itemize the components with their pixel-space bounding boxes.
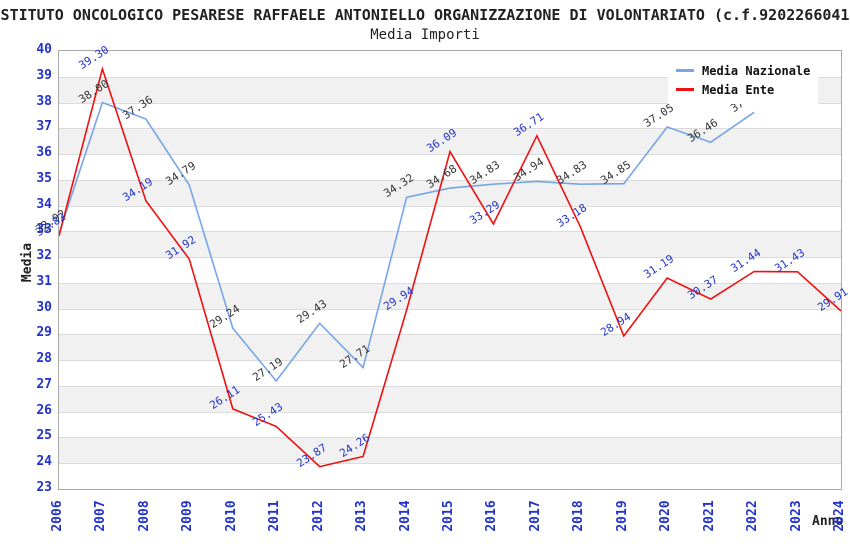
gridline [59,463,841,465]
y-tick-label: 33 [36,222,52,238]
y-tick-label: 31 [36,273,52,289]
y-tick-label: 40 [36,42,52,57]
zebra-band [59,385,841,412]
x-tick-label: 2014 [397,500,413,532]
series-lines [59,66,841,468]
y-tick-label: 25 [36,428,52,444]
x-tick-label: 2013 [354,500,370,532]
x-tick-label: 2017 [527,500,543,532]
zebra-band [59,231,841,258]
y-tick-label: 39 [36,67,52,83]
x-tick-label: 2011 [267,500,283,532]
x-axis-title: Anno [812,514,844,529]
zebra-band [59,282,841,309]
x-tick-label: 2009 [180,500,196,532]
zebra-band [59,128,841,155]
y-tick-label: 29 [36,325,52,341]
series-line-media-nazionale [59,101,755,383]
y-tick-label: 37 [36,119,52,135]
legend: Media Nazionale Media Ente [668,56,818,104]
y-tick-label: 36 [36,145,52,161]
x-tick-label: 2021 [701,500,717,532]
gridline [59,102,841,104]
y-tick-label: 35 [36,170,52,186]
gridline [59,231,841,233]
x-tick-label: 2006 [50,500,65,532]
series-line-media-ente [59,66,841,468]
chart-subtitle: Media Importi [370,27,480,43]
x-tick-label: 2020 [658,500,674,532]
gridline [59,334,841,336]
x-tick-label: 2024 [832,500,847,532]
x-tick-label: 2007 [93,500,109,532]
gridline [59,205,841,207]
legend-item-media-ente: Media Ente [676,80,810,99]
gridline [59,257,841,259]
y-tick-label: 34 [36,196,52,212]
y-tick-label: 30 [36,299,52,315]
legend-item-media-nazionale: Media Nazionale [676,61,810,80]
x-tick-label: 2019 [614,500,630,532]
gridline [59,411,841,413]
legend-label: Media Ente [702,82,775,97]
gridline [59,360,841,362]
plot-area [58,50,842,490]
y-tick-label: 27 [36,376,52,392]
gridline [59,385,841,387]
x-tick-label: 2010 [223,500,239,532]
y-tick-label: 26 [36,402,52,418]
gridline [59,179,841,181]
y-tick-label: 38 [36,93,52,109]
x-tick-label: 2008 [136,500,152,532]
y-tick-label: 23 [36,480,52,495]
x-tick-label: 2023 [788,500,804,532]
gridline [59,308,841,310]
legend-label: Media Nazionale [702,63,811,78]
y-tick-label: 28 [36,351,52,367]
gridline [59,437,841,439]
y-tick-label: 32 [36,248,52,264]
gridline [59,76,841,78]
line-swatch-icon [676,69,694,72]
zebra-band [59,437,841,464]
x-tick-label: 2018 [571,500,587,532]
line-swatch-icon [676,88,694,91]
x-tick-label: 2016 [484,500,500,532]
y-tick-label: 24 [36,454,52,470]
x-tick-label: 2015 [441,500,456,532]
gridline [59,128,841,130]
gridline [59,282,841,284]
zebra-band [59,334,841,361]
x-tick-label: 2022 [745,500,761,532]
chart-title: ISTITUTO ONCOLOGICO PESARESE RAFFAELE AN… [0,6,850,24]
x-tick-label: 2012 [310,500,326,532]
